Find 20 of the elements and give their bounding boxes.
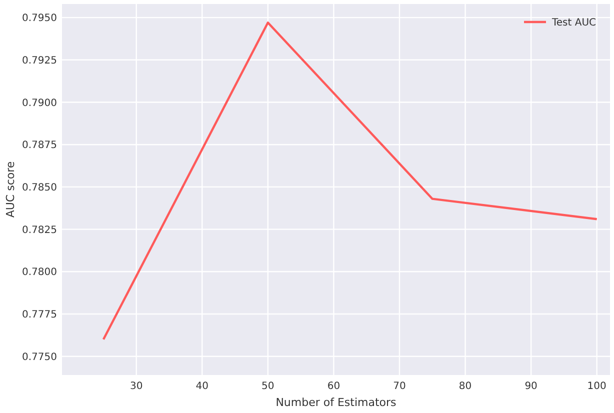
legend-label: Test AUC	[551, 18, 596, 28]
y-tick-label: 0.7750	[22, 352, 57, 363]
y-tick-label: 0.7800	[22, 267, 57, 278]
x-tick-label: 50	[262, 381, 274, 392]
y-tick-label: 0.7900	[22, 98, 57, 109]
x-tick-label: 70	[393, 381, 406, 392]
y-tick-label: 0.7775	[22, 310, 57, 321]
x-tick-label: 90	[524, 381, 538, 392]
y-axis-title: AUC score	[4, 161, 17, 218]
y-tick-label: 0.7925	[22, 55, 57, 66]
y-tick-label: 0.7825	[22, 224, 57, 236]
x-tick-label: 60	[327, 381, 340, 392]
y-tick-label: 0.7850	[22, 182, 57, 194]
y-tick-label: 0.7875	[22, 140, 57, 152]
x-tick-label: 30	[130, 381, 143, 392]
x-tick-label: 100	[587, 381, 606, 392]
x-tick-label: 40	[196, 381, 208, 392]
x-tick-label: 80	[458, 381, 472, 392]
x-axis-title: Number of Estimators	[276, 396, 397, 409]
y-tick-label: 0.7950	[22, 13, 57, 24]
